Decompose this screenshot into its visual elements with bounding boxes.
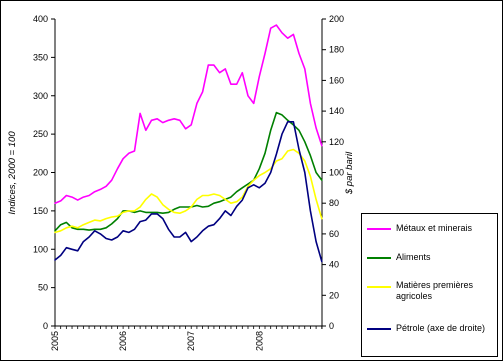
legend-item-metaux: Métaux et minerais	[362, 222, 499, 236]
y-left-tick-label: 0	[43, 321, 48, 331]
y-right-tick-label: 80	[329, 198, 339, 208]
series-line-metaux	[54, 24, 323, 204]
series-line-agricoles	[54, 148, 323, 234]
y-right-tick-label: 20	[329, 290, 339, 300]
y-right-tick-label: 40	[329, 260, 339, 270]
legend-swatch-agricoles	[367, 286, 391, 288]
y-right-tick-label: 140	[329, 106, 344, 116]
y-left-tick-label: 150	[33, 206, 48, 216]
y-right-tick-label: 100	[329, 168, 344, 178]
y-right-tick-label: 120	[329, 137, 344, 147]
y-right-tick-label: 160	[329, 75, 344, 85]
x-tick-label: 2008	[254, 331, 264, 351]
y-axis-right-title: $ par baril	[344, 151, 355, 195]
legend-label-aliments: Aliments	[396, 252, 431, 262]
axes	[51, 18, 326, 329]
y-left-tick-label: 50	[38, 283, 48, 293]
y-right-tick-label: 200	[329, 14, 344, 24]
y-right-tick-label: 60	[329, 229, 339, 239]
legend-label-agricoles: Matières premières agricoles	[396, 280, 474, 301]
legend-item-agricoles: Matières premières agricoles	[362, 277, 499, 303]
y-right-tick-label: 180	[329, 45, 344, 55]
legend-swatch-aliments	[367, 257, 391, 259]
y-left-tick-label: 250	[33, 129, 48, 139]
y-left-tick-label: 300	[33, 91, 48, 101]
legend-item-aliments: Aliments	[362, 251, 499, 265]
y-right-tick-label: 0	[329, 321, 334, 331]
series-line-petrole	[54, 121, 323, 263]
legend-label-metaux: Métaux et minerais	[396, 223, 473, 233]
y-left-tick-label: 350	[33, 52, 48, 62]
y-left-tick-label: 400	[33, 14, 48, 24]
y-axis-left-title: Indices, 2000 = 100	[7, 131, 18, 215]
x-tick-label: 2005	[50, 331, 60, 351]
x-tick-label: 2007	[186, 331, 196, 351]
x-tick-label: 2006	[118, 331, 128, 351]
y-left-tick-label: 100	[33, 244, 48, 254]
legend-item-petrole: Pétrole (axe de droite)	[362, 322, 499, 336]
y-left-tick-label: 200	[33, 168, 48, 178]
legend-label-petrole: Pétrole (axe de droite)	[396, 323, 486, 333]
tick-labels: 0 50 100 150 200 250 300 350 400 0 20 40 60 80 100 120 1…	[33, 14, 344, 351]
legend: Métaux et minerais Aliments Matières pre…	[361, 213, 498, 357]
series-line-aliments	[54, 111, 323, 232]
series-lines	[54, 24, 323, 263]
legend-swatch-petrole	[367, 328, 391, 330]
legend-swatch-metaux	[367, 228, 391, 230]
